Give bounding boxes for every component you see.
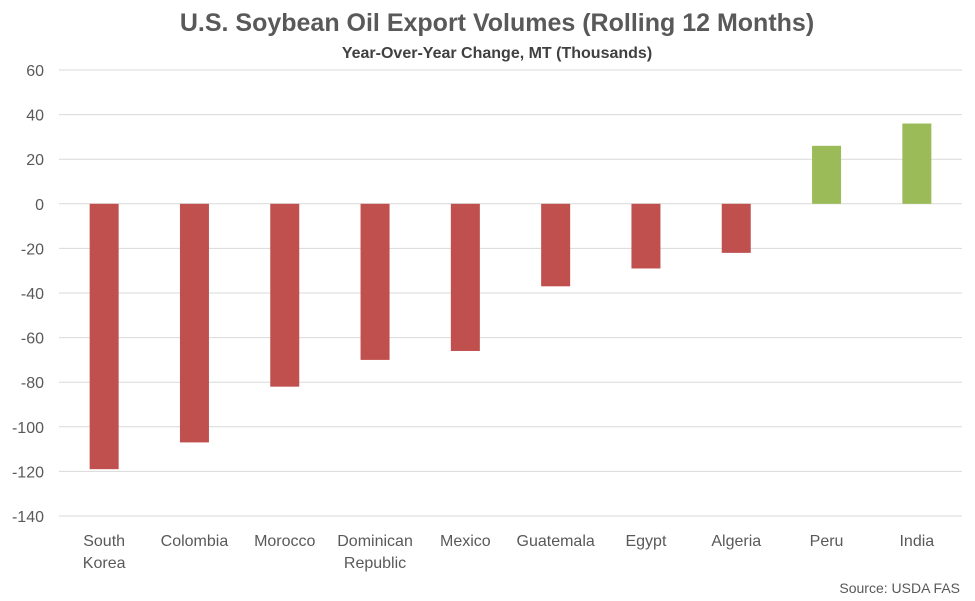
chart-subtitle: Year-Over-Year Change, MT (Thousands) [342, 45, 652, 62]
source-note: Source: USDA FAS [839, 580, 960, 596]
y-axis-ticks: 60 40 20 0 -20 -40 -60 -80 -100 -120 -140 [12, 63, 44, 526]
bars [89, 123, 932, 470]
y-tick-label: -40 [21, 286, 44, 303]
y-tick-label: -120 [12, 464, 44, 481]
category-label-line: Algeria [711, 533, 761, 550]
category-label: Egypt [625, 533, 666, 550]
y-tick-label: -60 [21, 331, 44, 348]
category-label: Peru [810, 533, 844, 550]
chart-title: U.S. Soybean Oil Export Volumes (Rolling… [180, 9, 814, 37]
category-label-line: Colombia [161, 533, 229, 550]
category-label-line: Dominican [337, 533, 413, 550]
category-label: Morocco [254, 533, 315, 550]
category-label-line: Egypt [625, 533, 666, 550]
category-label: India [899, 533, 934, 550]
y-tick-label: -140 [12, 509, 44, 526]
category-label: Mexico [440, 533, 491, 550]
bar [902, 123, 932, 204]
y-tick-label: -80 [21, 375, 44, 392]
bar [360, 203, 390, 360]
bar [89, 203, 119, 470]
category-label: Algeria [711, 533, 761, 550]
y-tick-label: -20 [21, 241, 44, 258]
category-label: Guatemala [517, 533, 595, 550]
category-label-line: Guatemala [517, 533, 595, 550]
bar [270, 203, 300, 387]
category-label: South Korea [83, 533, 126, 572]
category-label-line: South [83, 533, 125, 550]
category-label: Colombia [161, 533, 229, 550]
bar [721, 203, 751, 253]
gridlines [59, 69, 962, 517]
y-tick-label: 40 [26, 108, 44, 125]
category-label-line: Republic [344, 555, 406, 572]
y-tick-label: -100 [12, 420, 44, 437]
bar [450, 203, 480, 351]
y-tick-label: 0 [35, 197, 44, 214]
bar [541, 203, 571, 287]
category-label-line: Mexico [440, 533, 491, 550]
category-label-line: Morocco [254, 533, 315, 550]
bar [631, 203, 661, 269]
category-label-line: Korea [83, 555, 126, 572]
y-tick-label: 60 [26, 63, 44, 80]
bar [812, 145, 842, 204]
x-axis-labels: South Korea Colombia Morocco Dominican Republ… [83, 533, 934, 572]
category-label-line: India [899, 533, 934, 550]
category-label: Dominican Republic [337, 533, 413, 572]
y-tick-label: 20 [26, 152, 44, 169]
category-label-line: Peru [810, 533, 844, 550]
bar [179, 203, 209, 443]
